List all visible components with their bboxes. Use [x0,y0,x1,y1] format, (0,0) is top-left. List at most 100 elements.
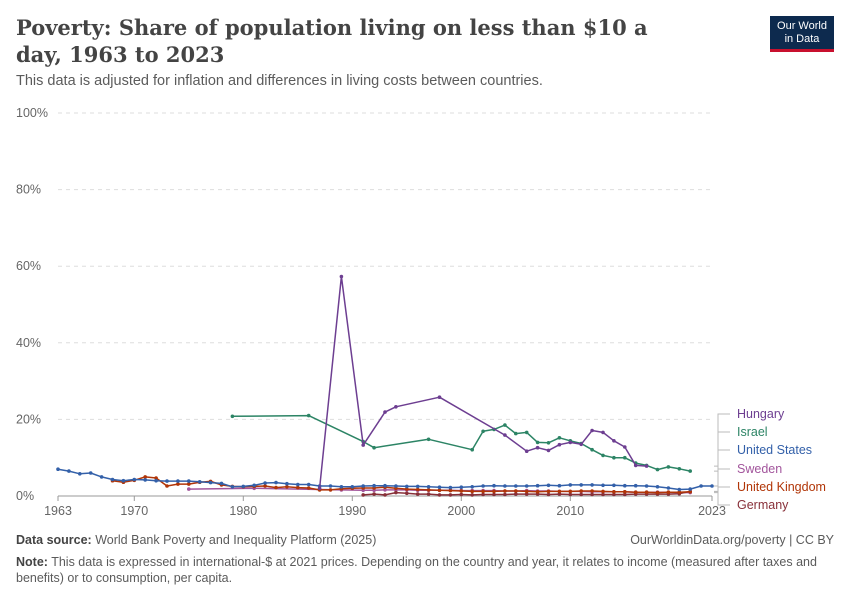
data-point [394,484,398,488]
note-text: This data is expressed in international-… [16,555,817,585]
grid-lines [58,112,712,420]
x-tick-label: 2023 [698,504,726,518]
legend: Hungary Israel United States Sweden United K… [714,407,826,512]
data-point [612,492,616,497]
data-point [143,475,147,479]
data-point [535,445,540,450]
credit-link[interactable]: OurWorldinData.org/poverty | CC BY [630,533,834,547]
x-tick-label: 1970 [120,504,148,518]
data-point [339,485,344,489]
data-point [481,429,485,434]
data-point [492,489,496,494]
data-point [546,441,551,445]
source-text[interactable]: World Bank Poverty and Inequality Platfo… [95,533,377,547]
data-point [666,465,671,469]
axes: 0% 20% 40% 60% 80% 100% 1963 1970 1980 1990 2000 20… [16,106,726,518]
data-point [633,490,638,495]
data-point [383,493,387,497]
y-tick-label: 0% [16,489,34,503]
data-point [176,482,180,486]
data-point [688,487,692,491]
data-point [306,486,311,490]
data-point [165,484,169,488]
data-point [252,483,256,488]
data-point [426,492,431,496]
x-tick-label: 1990 [338,504,366,518]
data-point [361,443,366,447]
data-point [503,433,507,437]
series-line [112,476,691,494]
data-point [546,483,551,488]
data-point [666,490,671,495]
data-point [601,453,605,458]
data-point [56,467,60,472]
data-point [546,489,551,494]
line-chart: 0% 20% 40% 60% 80% 100% 1963 1970 1980 1990 2000 20… [16,106,826,518]
data-point [503,484,507,488]
data-point [590,483,594,487]
data-point [612,455,616,460]
data-point [644,490,649,495]
data-point [623,492,627,497]
logo-line-1: Our World [777,20,827,32]
legend-connector [714,413,730,467]
data-point [535,440,540,445]
data-point [557,436,562,440]
legend-item-germany: Germany [714,490,789,512]
data-point [426,485,431,489]
data-point [601,489,605,494]
data-point [677,490,682,495]
legend-connector [714,468,730,494]
data-point [590,428,594,433]
data-point [143,478,147,482]
data-point [666,486,671,490]
data-point [688,469,692,473]
logo-line-2: in Data [784,33,820,45]
data-point [601,492,605,497]
data-point [459,492,464,497]
data-point [187,479,191,483]
x-tick-label: 2010 [556,504,584,518]
data-point [601,483,605,488]
series-lines [56,274,714,497]
legend-item-sweden: Sweden [714,462,782,494]
data-point [350,485,355,489]
data-point [568,440,573,445]
data-point [394,405,398,409]
data-point [546,492,551,497]
data-point [623,455,627,460]
data-point [263,484,267,488]
data-point [415,492,420,496]
data-point [590,489,594,493]
data-point [405,487,409,491]
legend-label: Germany [737,498,789,512]
data-point [557,442,562,447]
data-point [67,469,71,473]
data-point [633,463,638,468]
data-point [535,483,540,488]
data-point [361,484,366,488]
data-point [448,485,453,490]
data-point [524,492,529,496]
data-point [187,482,191,486]
data-point [710,484,714,488]
data-point [241,484,246,489]
data-point [383,488,387,492]
data-point [230,414,235,419]
data-point [296,485,300,490]
data-point [339,274,344,279]
owid-logo[interactable]: Our World in Data [770,16,834,52]
data-point [514,492,518,496]
data-point [405,484,409,489]
data-point [699,484,703,488]
data-point [394,490,398,495]
data-point [644,484,649,488]
data-point [437,488,442,493]
data-point [470,493,475,497]
data-point [405,491,409,496]
x-tick-label: 1963 [44,504,72,518]
data-point [579,489,583,493]
data-point [623,445,627,449]
chart-title: Poverty: Share of population living on l… [16,15,648,67]
data-point [317,486,322,491]
